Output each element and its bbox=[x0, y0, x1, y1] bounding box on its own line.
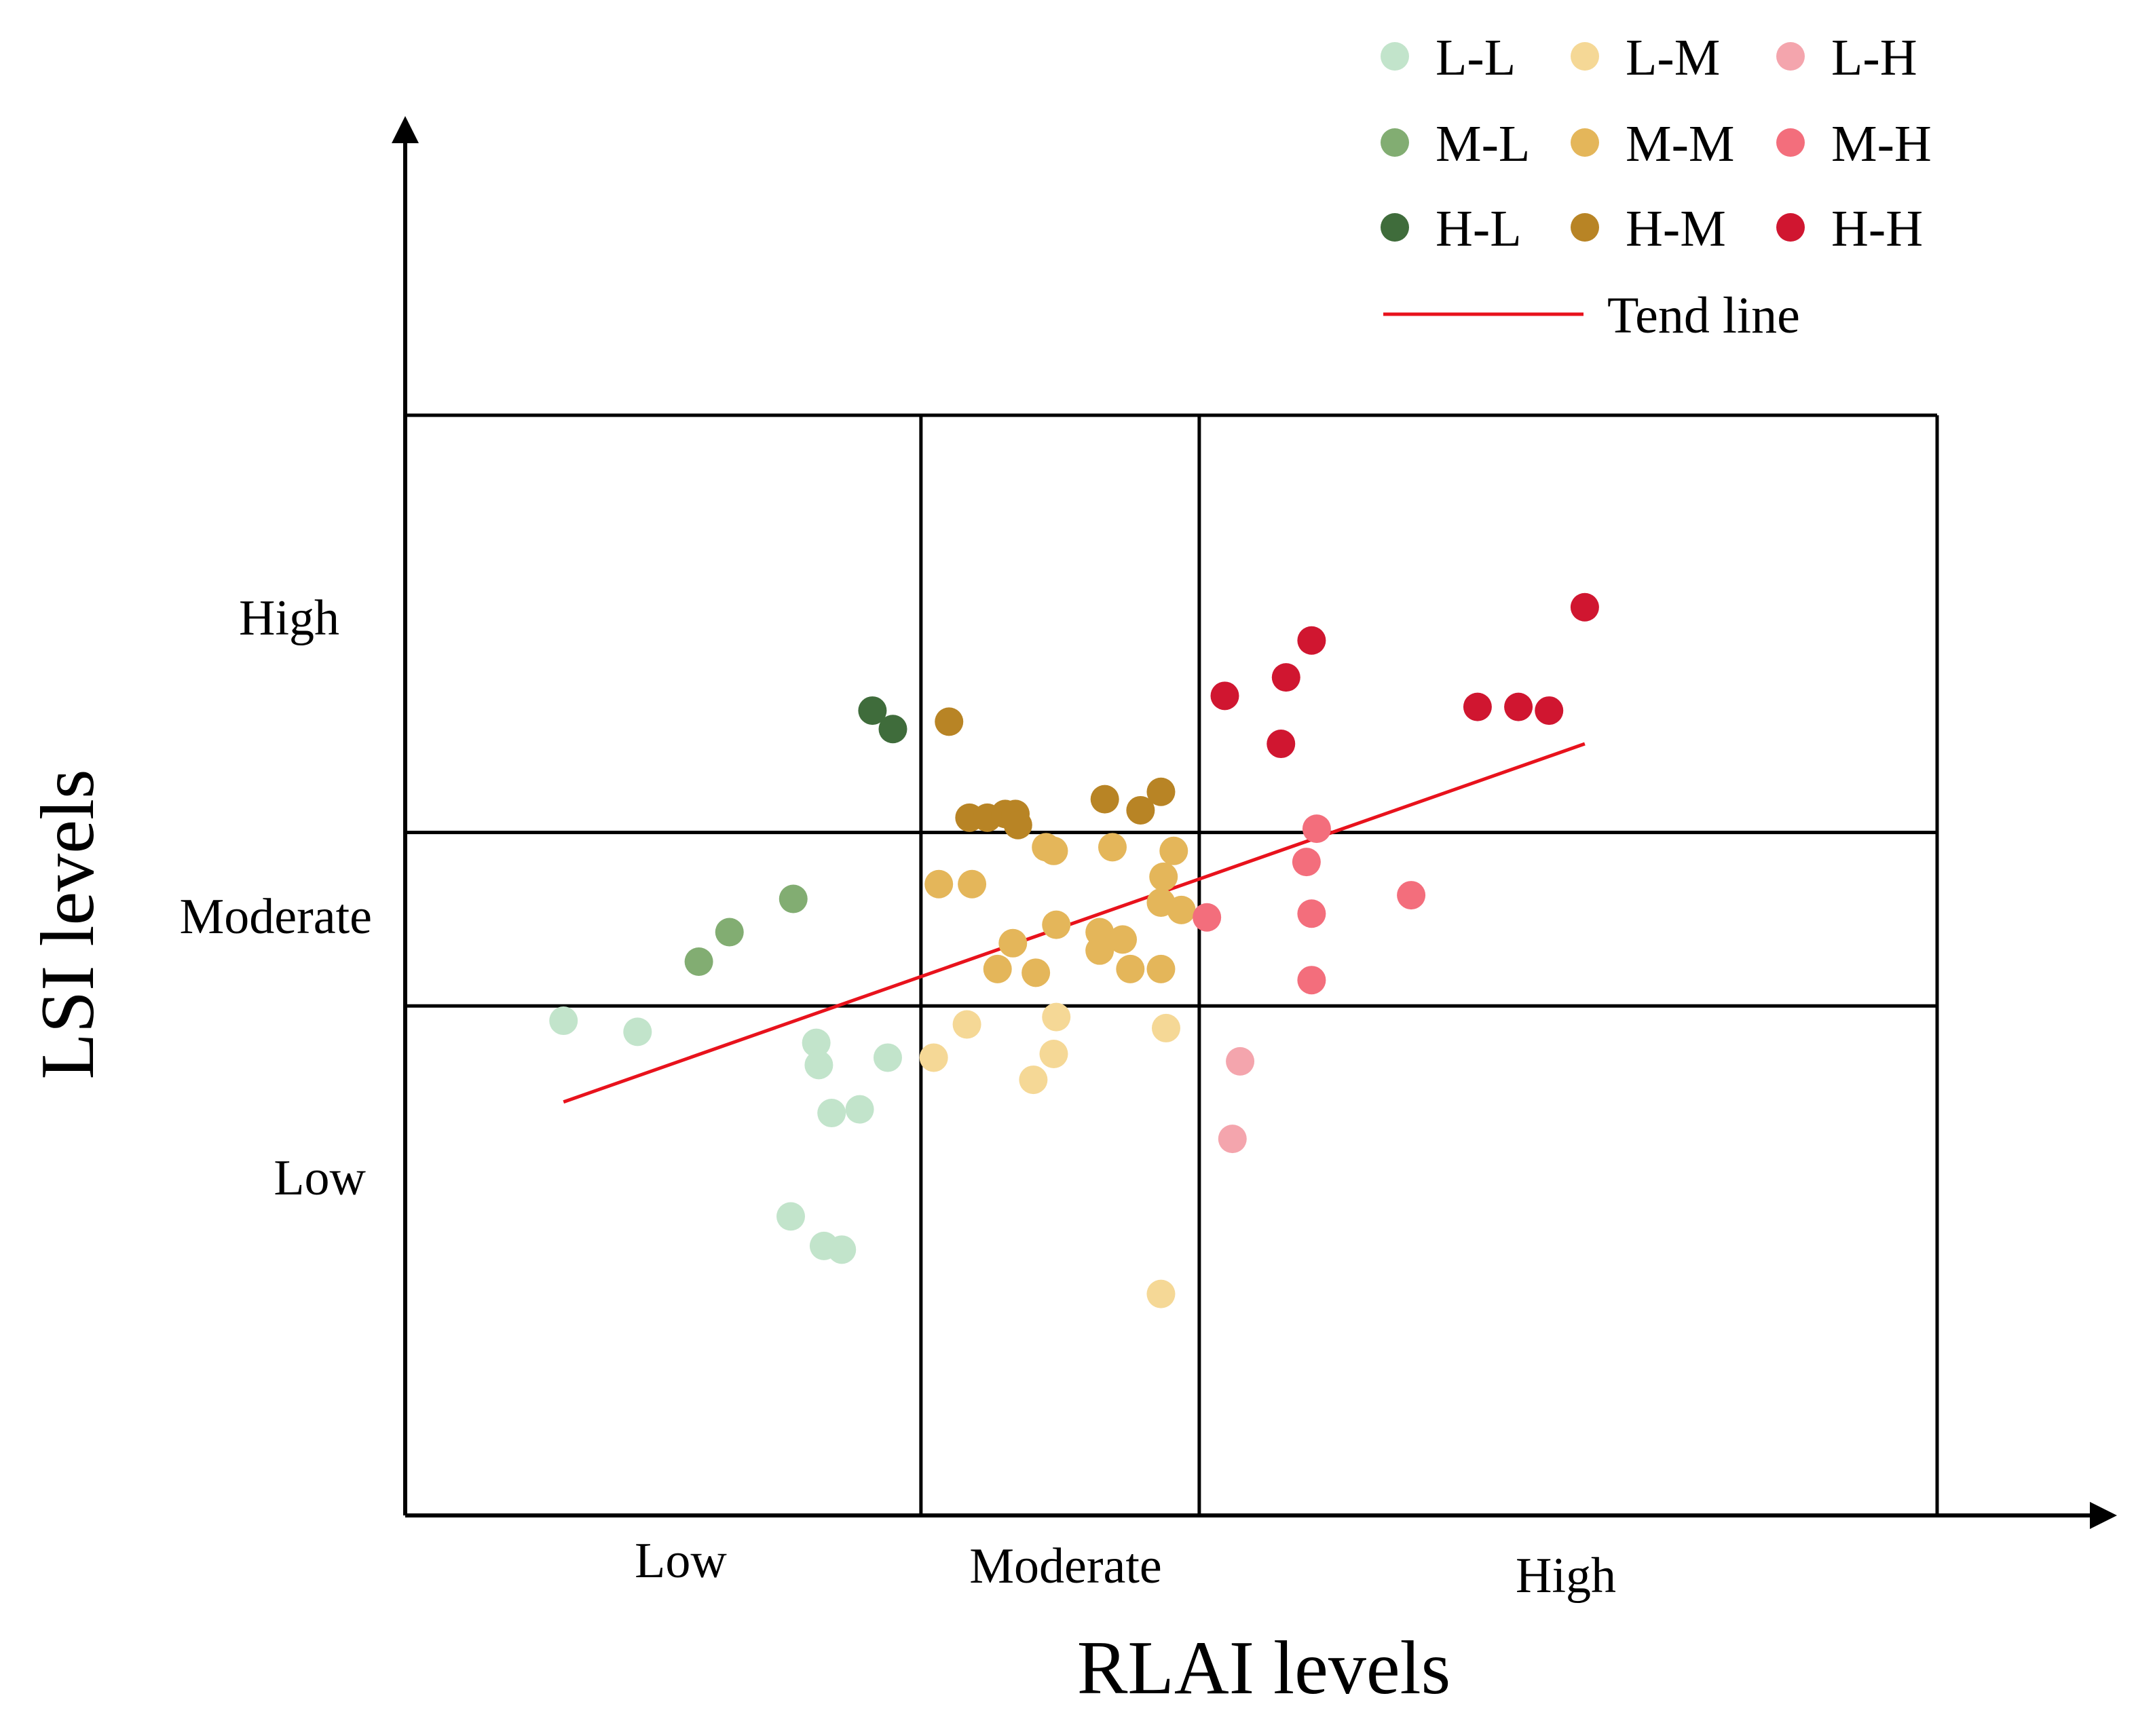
data-point-m-l bbox=[684, 947, 713, 976]
legend-marker-m-m bbox=[1571, 128, 1599, 157]
data-point-m-m bbox=[1146, 954, 1176, 983]
data-point-m-m bbox=[1116, 954, 1145, 983]
data-point-l-m bbox=[1151, 1013, 1180, 1042]
legend-marker-m-h bbox=[1776, 128, 1805, 157]
y-tick-label: Moderate bbox=[179, 889, 372, 945]
x-tick-label: High bbox=[1516, 1548, 1616, 1604]
legend: L-L M-L H-L L-M M-M H-M L-H M-H H-H Tend line bbox=[1381, 29, 1932, 344]
data-point-m-h bbox=[1397, 881, 1426, 910]
data-point-m-l bbox=[715, 918, 744, 947]
points-layer bbox=[549, 592, 1599, 1308]
data-point-h-l bbox=[858, 696, 887, 725]
data-point-l-l bbox=[845, 1095, 874, 1124]
data-point-l-l bbox=[827, 1235, 857, 1264]
legend-label-h-h: H-H bbox=[1831, 200, 1923, 257]
x-tick-label: Low bbox=[635, 1533, 727, 1589]
data-point-l-l bbox=[804, 1051, 833, 1080]
data-point-h-h bbox=[1297, 626, 1326, 655]
data-point-l-h bbox=[1218, 1125, 1247, 1154]
data-point-h-l bbox=[878, 715, 907, 744]
legend-label-m-m: M-M bbox=[1626, 115, 1734, 172]
data-point-m-h bbox=[1193, 903, 1222, 932]
labels-layer: RLAI levels LSI levels Low Moderate High Lo… bbox=[26, 590, 1616, 1710]
data-point-m-h bbox=[1297, 899, 1326, 928]
data-point-l-l bbox=[802, 1028, 831, 1057]
data-point-h-m bbox=[935, 707, 964, 736]
data-point-m-m bbox=[1108, 925, 1138, 954]
data-point-l-l bbox=[549, 1006, 578, 1036]
data-point-m-h bbox=[1297, 966, 1326, 995]
legend-marker-h-l bbox=[1381, 213, 1409, 242]
legend-marker-l-l bbox=[1381, 42, 1409, 71]
data-point-h-h bbox=[1267, 730, 1296, 759]
legend-marker-l-m bbox=[1571, 42, 1599, 71]
data-point-l-l bbox=[776, 1202, 806, 1231]
data-point-m-m bbox=[1098, 833, 1127, 862]
data-point-h-h bbox=[1463, 692, 1492, 721]
data-point-l-m bbox=[1039, 1040, 1068, 1068]
y-tick-label: High bbox=[239, 590, 339, 646]
data-point-m-h bbox=[1292, 848, 1321, 877]
data-point-l-l bbox=[623, 1017, 652, 1046]
data-point-l-m bbox=[952, 1010, 981, 1039]
data-point-h-m bbox=[1090, 785, 1119, 814]
data-point-m-m bbox=[1159, 836, 1188, 865]
trend-line bbox=[563, 742, 1586, 1104]
grid-layer bbox=[405, 413, 1939, 1515]
data-point-m-l bbox=[779, 884, 808, 913]
data-point-h-h bbox=[1210, 681, 1239, 711]
legend-marker-m-l bbox=[1381, 128, 1409, 157]
data-point-h-h bbox=[1271, 663, 1300, 692]
legend-marker-l-h bbox=[1776, 42, 1805, 71]
data-point-m-m bbox=[958, 869, 987, 899]
data-point-l-m bbox=[1042, 1002, 1071, 1032]
x-tick-label: Moderate bbox=[969, 1539, 1162, 1594]
legend-label-h-m: H-M bbox=[1626, 200, 1726, 257]
data-point-h-m bbox=[1003, 810, 1032, 839]
data-point-m-m bbox=[924, 869, 954, 899]
data-point-m-m bbox=[998, 928, 1028, 958]
data-point-h-h bbox=[1570, 592, 1599, 622]
legend-label-l-l: L-L bbox=[1436, 29, 1516, 86]
data-point-m-m bbox=[1149, 862, 1178, 891]
data-point-h-h bbox=[1535, 696, 1564, 725]
x-axis-title: RLAI levels bbox=[1077, 1626, 1451, 1710]
legend-label-l-h: L-H bbox=[1831, 29, 1917, 86]
data-point-h-h bbox=[1504, 692, 1533, 721]
data-point-m-m bbox=[983, 954, 1012, 983]
data-point-h-m bbox=[1126, 795, 1155, 825]
axes-layer bbox=[392, 116, 2117, 1529]
data-point-h-m bbox=[1146, 777, 1176, 806]
data-point-l-m bbox=[1019, 1065, 1048, 1095]
legend-marker-h-m bbox=[1571, 213, 1599, 242]
data-point-m-m bbox=[1022, 958, 1051, 987]
data-point-l-m bbox=[1146, 1279, 1176, 1308]
y-tick-label: Low bbox=[274, 1150, 366, 1206]
legend-label-h-l: H-L bbox=[1436, 200, 1522, 257]
data-point-m-m bbox=[1167, 895, 1196, 924]
legend-label-m-l: M-L bbox=[1436, 115, 1530, 172]
trend-layer bbox=[563, 742, 1586, 1104]
data-point-m-m bbox=[1039, 836, 1068, 865]
data-point-l-m bbox=[919, 1043, 948, 1072]
data-point-m-m bbox=[1042, 910, 1071, 939]
data-point-m-m bbox=[1085, 936, 1114, 965]
y-axis-title: LSI levels bbox=[26, 769, 110, 1079]
data-point-l-h bbox=[1226, 1046, 1255, 1076]
data-point-l-l bbox=[873, 1043, 902, 1072]
legend-label-m-h: M-H bbox=[1831, 115, 1932, 172]
legend-label-l-m: L-M bbox=[1626, 29, 1720, 86]
legend-marker-h-h bbox=[1776, 213, 1805, 242]
data-point-m-h bbox=[1302, 814, 1331, 844]
data-point-l-l bbox=[817, 1099, 846, 1128]
legend-label-trend-line: Tend line bbox=[1607, 287, 1800, 344]
